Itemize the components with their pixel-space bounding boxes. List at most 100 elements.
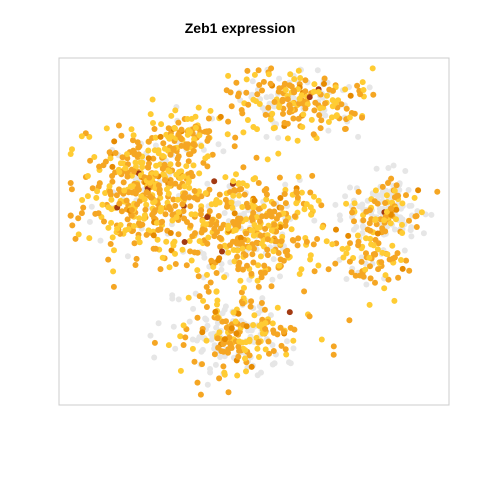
scatter-point-expressed bbox=[282, 248, 289, 255]
scatter-point-expressed bbox=[168, 112, 175, 119]
scatter-point-expressed bbox=[119, 154, 126, 161]
scatter-point-expressed bbox=[279, 96, 286, 103]
scatter-point-expressed bbox=[190, 162, 197, 169]
scatter-point-expressed bbox=[134, 139, 141, 146]
scatter-point-expressed bbox=[128, 126, 135, 133]
scatter-point-expressed bbox=[130, 137, 136, 144]
scatter-point-expressed bbox=[145, 164, 152, 171]
scatter-point-expressed bbox=[261, 269, 268, 276]
scatter-point-expressed bbox=[163, 186, 170, 193]
scatter-point-expressed bbox=[262, 111, 269, 118]
scatter-point-expressed bbox=[234, 247, 241, 254]
scatter-point-expressed bbox=[395, 192, 402, 199]
scatter-point-expressed bbox=[143, 189, 150, 196]
scatter-point-expressed bbox=[217, 113, 224, 120]
scatter-point-expressed bbox=[162, 211, 169, 218]
scatter-point-expressed bbox=[196, 132, 203, 139]
scatter-point-expressed bbox=[278, 238, 285, 245]
scatter-point-expressed bbox=[233, 79, 240, 86]
scatter-point-expressed bbox=[253, 239, 260, 246]
scatter-point-expressed bbox=[105, 204, 112, 211]
scatter-point-expressed bbox=[372, 216, 379, 223]
scatter-point-background bbox=[359, 230, 366, 237]
scatter-point-background bbox=[358, 254, 365, 261]
scatter-point-expressed bbox=[182, 334, 189, 341]
scatter-point-expressed bbox=[384, 251, 391, 258]
scatter-point-expressed bbox=[235, 181, 242, 187]
scatter-point-expressed bbox=[145, 138, 152, 145]
scatter-point-expressed bbox=[149, 96, 156, 103]
scatter-point-expressed bbox=[294, 194, 301, 201]
scatter-point-expressed bbox=[187, 203, 194, 210]
scatter-point-expressed bbox=[107, 155, 114, 162]
scatter-point-expressed bbox=[108, 219, 115, 226]
scatter-point-expressed bbox=[231, 210, 238, 217]
scatter-point-expressed bbox=[179, 201, 186, 208]
scatter-point-expressed bbox=[330, 351, 337, 358]
scatter-point-expressed bbox=[295, 235, 302, 242]
scatter-point-expressed bbox=[270, 248, 277, 255]
scatter-point-background bbox=[268, 93, 275, 100]
scatter-point-background bbox=[420, 230, 427, 237]
scatter-point-expressed bbox=[111, 247, 117, 254]
scatter-point-expressed bbox=[298, 266, 305, 273]
scatter-point-expressed bbox=[357, 91, 364, 98]
scatter-point-expressed bbox=[183, 141, 189, 148]
scatter-point-background bbox=[263, 133, 270, 140]
scatter-point-expressed bbox=[399, 265, 406, 272]
scatter-point-expressed bbox=[161, 145, 168, 152]
scatter-point-expressed bbox=[260, 78, 267, 85]
scatter-point-expressed bbox=[105, 256, 112, 263]
scatter-point-expressed bbox=[363, 235, 369, 242]
scatter-point-expressed bbox=[131, 151, 138, 158]
scatter-point-expressed bbox=[183, 163, 190, 170]
scatter-point-expressed bbox=[253, 154, 260, 161]
scatter-point-expressed bbox=[172, 107, 179, 114]
scatter-point-expressed bbox=[413, 224, 420, 230]
scatter-point-expressed bbox=[235, 310, 242, 317]
scatter-point-expressed bbox=[358, 258, 365, 265]
scatter-point-expressed bbox=[348, 269, 355, 276]
scatter-point-expressed bbox=[191, 136, 198, 143]
scatter-point-expressed bbox=[389, 242, 396, 249]
scatter-point-expressed bbox=[153, 219, 160, 226]
scatter-point-expressed bbox=[302, 105, 309, 112]
scatter-point-expressed bbox=[241, 284, 247, 291]
scatter-point-expressed bbox=[115, 122, 122, 129]
scatter-point-expressed bbox=[308, 116, 315, 123]
scatter-point-expressed bbox=[271, 221, 278, 228]
scatter-point-expressed bbox=[228, 199, 235, 206]
scatter-point-expressed bbox=[265, 104, 272, 111]
scatter-point-background bbox=[286, 359, 292, 366]
scatter-point-expressed bbox=[186, 184, 193, 191]
scatter-point-background bbox=[405, 187, 412, 193]
scatter-point-expressed bbox=[237, 277, 244, 284]
scatter-point-background bbox=[169, 292, 176, 299]
scatter-point-expressed bbox=[213, 221, 220, 228]
scatter-point-expressed bbox=[230, 218, 237, 225]
scatter-point-expressed bbox=[233, 171, 239, 178]
scatter-point-expressed bbox=[251, 197, 258, 204]
scatter-point-expressed bbox=[262, 325, 269, 332]
scatter-point-expressed bbox=[172, 250, 178, 257]
scatter-point-expressed bbox=[109, 173, 116, 179]
scatter-point-expressed bbox=[388, 175, 395, 182]
scatter-point-expressed bbox=[375, 240, 382, 247]
scatter-point-expressed bbox=[242, 347, 249, 354]
scatter-point-expressed bbox=[177, 175, 184, 182]
scatter-point-expressed bbox=[329, 97, 336, 104]
scatter-point-background bbox=[269, 276, 276, 283]
scatter-point-expressed bbox=[130, 223, 137, 229]
scatter-point-expressed bbox=[216, 234, 223, 241]
scatter-point-expressed bbox=[234, 372, 241, 379]
scatter-point-expressed bbox=[330, 87, 336, 94]
scatter-point-expressed bbox=[189, 173, 196, 180]
scatter-point-expressed bbox=[204, 153, 211, 160]
scatter-point-expressed bbox=[236, 259, 243, 266]
scatter-point-expressed bbox=[406, 217, 412, 224]
scatter-point-expressed bbox=[130, 168, 137, 175]
scatter-point-expressed bbox=[67, 151, 74, 157]
scatter-point-expressed bbox=[346, 258, 353, 265]
scatter-point-expressed bbox=[262, 320, 269, 326]
scatter-point-expressed bbox=[143, 201, 150, 208]
